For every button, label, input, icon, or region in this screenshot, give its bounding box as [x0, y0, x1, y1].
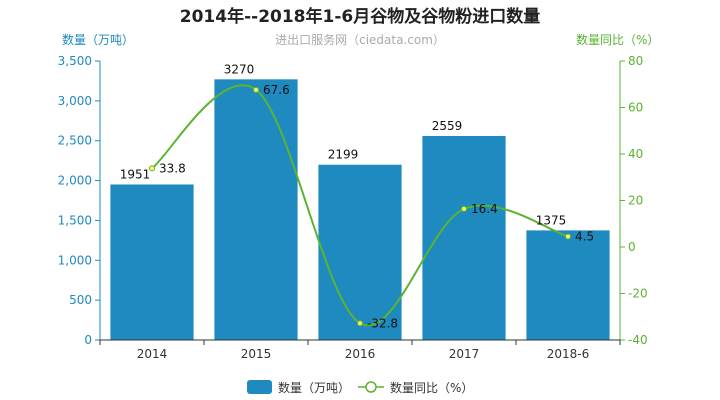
bar-series	[110, 79, 610, 340]
right-tick-label: 20	[628, 194, 643, 208]
bar	[110, 184, 194, 340]
bar	[526, 230, 610, 340]
bar	[422, 136, 506, 340]
chart-title: 2014年--2018年1-6月谷物及谷物粉进口数量	[180, 6, 540, 27]
x-tick-label: 2014	[137, 347, 168, 361]
line-point	[357, 320, 363, 327]
left-axis-ticks: 0 500 1,000 1,500 2,000 2,500 3,000 3,500	[58, 54, 100, 347]
left-axis-title: 数量（万吨）	[62, 32, 134, 47]
line-point	[461, 205, 467, 212]
legend-label-line: 数量同比（%）	[390, 380, 473, 395]
bar-value-label: 2559	[432, 119, 463, 133]
right-axis-title: 数量同比（%）	[576, 32, 659, 47]
right-tick-label: 40	[628, 147, 643, 161]
left-tick-label: 0	[84, 333, 92, 347]
x-tick-label: 2017	[449, 347, 480, 361]
line-path	[151, 84, 569, 327]
x-axis-ticks: 2014 2015 2016 2017 2018-6	[99, 340, 621, 361]
bar	[318, 164, 402, 340]
line-point	[565, 233, 571, 240]
line-point	[149, 165, 155, 172]
watermark: 进出口服务网（ciedata.com）	[275, 32, 445, 47]
right-tick-label: -40	[628, 333, 648, 347]
line-value-label: 33.8	[159, 161, 186, 175]
line-value-label: -32.8	[367, 316, 398, 330]
right-tick-label: -20	[628, 287, 648, 301]
left-tick-label: 3,000	[58, 94, 92, 108]
line-data-labels: 33.8 67.6 -32.8 16.4 4.5	[159, 83, 594, 330]
right-tick-label: 60	[628, 101, 643, 115]
bar-value-label: 1375	[536, 213, 567, 227]
line-value-label: 4.5	[575, 230, 594, 244]
line-series	[149, 84, 571, 327]
right-tick-label: 0	[628, 240, 636, 254]
left-tick-label: 2,500	[58, 134, 92, 148]
legend-label-bar: 数量（万吨）	[278, 380, 350, 395]
bar-value-label: 1951	[120, 167, 151, 181]
line-value-label: 67.6	[263, 83, 290, 97]
left-tick-label: 2,000	[58, 174, 92, 188]
line-value-label: 16.4	[471, 202, 498, 216]
legend-swatch-bar	[247, 380, 272, 394]
x-tick-label: 2018-6	[547, 347, 590, 361]
x-tick-label: 2016	[345, 347, 376, 361]
bar	[214, 79, 298, 340]
right-axis-ticks: -40 -20 0 20 40 60 80	[620, 54, 648, 347]
bar-value-label: 3270	[224, 62, 255, 76]
right-tick-label: 80	[628, 54, 643, 68]
left-tick-label: 500	[69, 293, 92, 307]
bar-value-label: 2199	[328, 148, 359, 162]
line-point	[253, 86, 259, 93]
legend-marker-line	[365, 381, 377, 393]
legend: 数量（万吨） 数量同比（%）	[247, 380, 473, 395]
x-tick-label: 2015	[241, 347, 272, 361]
left-tick-label: 1,000	[58, 253, 92, 267]
bar-data-labels: 1951 3270 2199 2559 1375	[120, 62, 567, 227]
left-tick-label: 1,500	[58, 213, 92, 227]
left-tick-label: 3,500	[58, 54, 92, 68]
